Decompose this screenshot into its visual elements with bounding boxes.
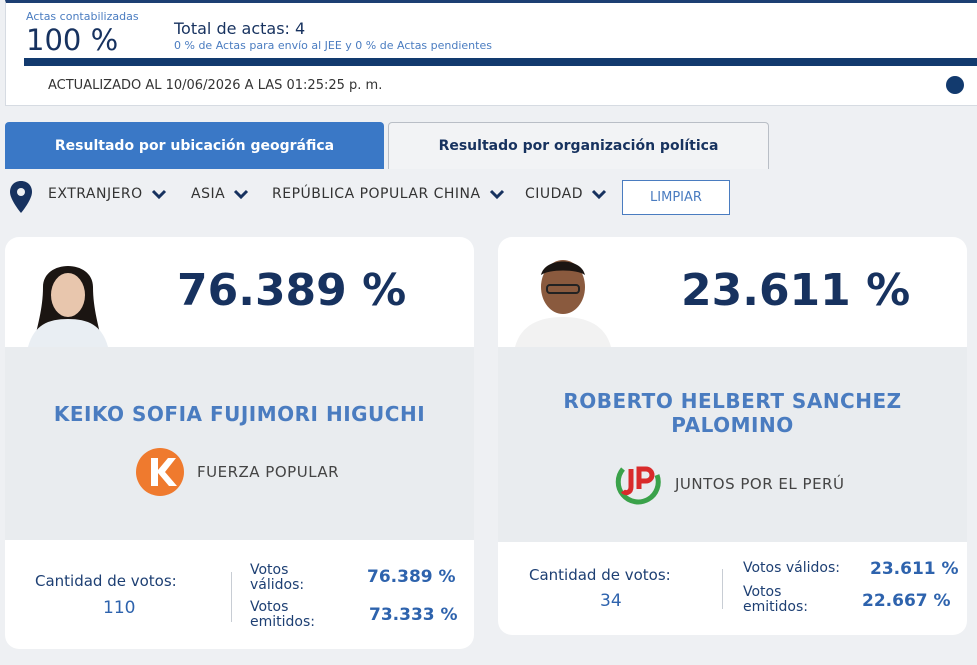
clear-button[interactable]: LIMPIAR <box>622 180 730 215</box>
progress-bar <box>24 58 977 66</box>
filter-dropdown[interactable]: EXTRANJERO <box>48 186 167 202</box>
candidate-card: 23.611 % ROBERTO HELBERT SANCHEZ PALOMIN… <box>498 237 967 635</box>
divider <box>722 569 723 609</box>
party-name: JUNTOS POR EL PERÚ <box>675 475 845 493</box>
tab-geo[interactable]: Resultado por ubicación geográfica <box>5 122 384 169</box>
actas-label: Actas contabilizadas <box>26 10 139 23</box>
divider <box>231 572 232 622</box>
valid-percent: 76.389 % <box>367 567 456 587</box>
party-logo <box>615 466 661 505</box>
updated-text: ACTUALIZADO AL 10/06/2026 A LAS 01:25:25… <box>48 78 383 93</box>
chevron <box>234 189 249 200</box>
emitted-label: Votos emitidos: <box>743 584 808 615</box>
candidate-name: ROBERTO HELBERT SANCHEZ PALOMINO <box>563 389 902 437</box>
tab-org[interactable]: Resultado por organización política <box>388 122 769 169</box>
filter-label: REPÚBLICA POPULAR CHINA <box>272 186 481 202</box>
emitted-percent: 22.667 % <box>862 591 951 611</box>
candidate-percent: 23.611 % <box>681 265 911 316</box>
emitted-percent: 73.333 % <box>369 605 458 625</box>
valid-label: Votos válidos: <box>743 560 840 576</box>
emitted-label: Votos emitidos: <box>250 599 315 630</box>
candidate-card: 76.389 % KEIKO SOFIA FUJIMORI HIGUCHI FU… <box>5 237 474 649</box>
votes-label: Cantidad de votos: <box>529 566 671 584</box>
summary-panel: Actas contabilizadas 100 % Total de acta… <box>5 0 977 106</box>
valid-percent: 23.611 % <box>870 559 959 579</box>
chevron <box>489 189 504 200</box>
candidate-photo <box>28 266 108 347</box>
candidate-percent: 76.389 % <box>177 265 407 316</box>
filter-label: CIUDAD <box>525 186 584 202</box>
votes-count: 110 <box>103 598 136 618</box>
chevron <box>591 189 607 200</box>
actas-percent: 100 % <box>26 23 119 57</box>
actas-note: 0 % de Actas para envío al JEE y 0 % de … <box>174 39 492 52</box>
party-logo <box>136 448 184 496</box>
valid-label: Votos válidos: <box>250 562 305 593</box>
votes-label: Cantidad de votos: <box>35 572 177 590</box>
votes-count: 34 <box>600 591 622 611</box>
filter-label: ASIA <box>191 186 226 202</box>
filter-dropdown[interactable]: CIUDAD <box>525 186 607 202</box>
chevron <box>151 189 166 200</box>
candidate-info: KEIKO SOFIA FUJIMORI HIGUCHI FUERZA POPU… <box>5 347 474 540</box>
candidate-info: ROBERTO HELBERT SANCHEZ PALOMINO JUNTOS … <box>498 347 967 542</box>
filter-label: EXTRANJERO <box>48 186 143 202</box>
candidate-name: KEIKO SOFIA FUJIMORI HIGUCHI <box>53 402 426 426</box>
filter-dropdown[interactable]: REPÚBLICA POPULAR CHINA <box>272 186 505 202</box>
location-icon <box>10 181 32 213</box>
candidate-photo <box>515 260 611 347</box>
filter-dropdown[interactable]: ASIA <box>191 186 249 202</box>
toggle-dot[interactable] <box>946 76 964 94</box>
total-actas: Total de actas: 4 <box>174 19 306 38</box>
party-name: FUERZA POPULAR <box>197 463 340 481</box>
